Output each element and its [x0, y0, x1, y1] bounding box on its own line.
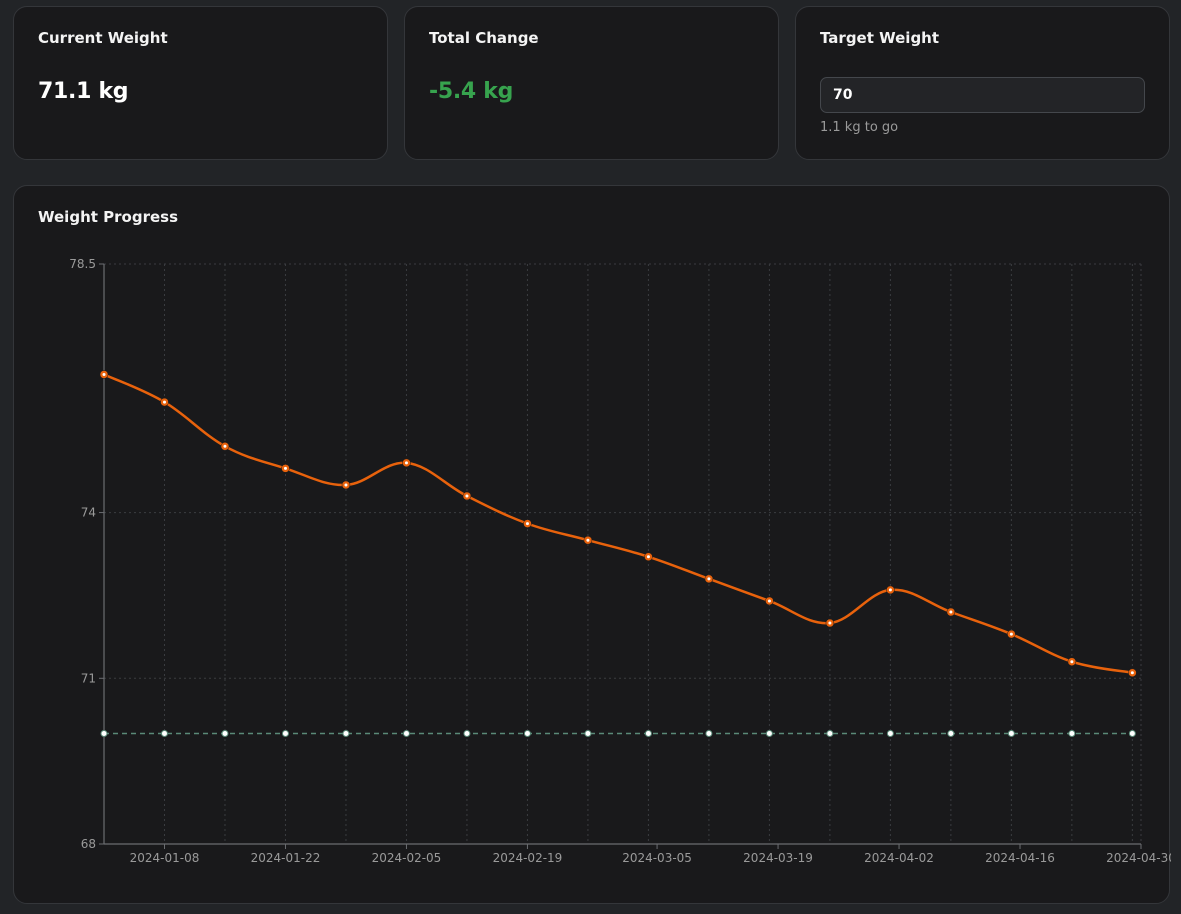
target-series-point [705, 730, 713, 738]
weight-series-line [102, 373, 1134, 675]
target-series-point [1068, 730, 1076, 738]
x-tick-label: 2024-03-05 [622, 851, 692, 865]
y-tick-label: 71 [81, 671, 96, 685]
target-series-point [644, 730, 652, 738]
weight-series-point-center [707, 577, 711, 581]
weight-series-point-center [404, 461, 408, 465]
weight-series-point-center [223, 444, 227, 448]
current-weight-card: Current Weight 71.1 kg [13, 6, 388, 160]
target-series-point [826, 730, 834, 738]
x-tick-label: 2024-02-05 [372, 851, 442, 865]
weight-series-point-center [1070, 660, 1074, 664]
target-series-point [281, 730, 289, 738]
total-change-title: Total Change [429, 29, 539, 47]
target-weight-title: Target Weight [820, 29, 940, 47]
target-series-point [160, 730, 168, 738]
target-series-point [463, 730, 471, 738]
weight-series-point-center [646, 555, 650, 559]
target-series-point [100, 730, 108, 738]
target-series-point [221, 730, 229, 738]
weight-series-point-center [949, 610, 953, 614]
target-series-point [1007, 730, 1015, 738]
chart-grid [104, 263, 1142, 844]
target-series-point [584, 730, 592, 738]
total-change-card: Total Change -5.4 kg [404, 6, 779, 160]
x-tick-label: 2024-04-30 [1106, 851, 1171, 865]
x-tick-label: 2024-01-08 [130, 851, 200, 865]
x-tick-label: 2024-02-19 [493, 851, 563, 865]
weight-series-point-center [283, 466, 287, 470]
weight-series-point-center [525, 522, 529, 526]
chart-series [99, 370, 1137, 738]
weight-series-point-center [1009, 632, 1013, 636]
chart-title: Weight Progress [38, 208, 178, 226]
target-series-point [342, 730, 350, 738]
current-weight-value: 71.1 kg [38, 79, 129, 104]
target-series-point [1128, 730, 1136, 738]
target-series-point [523, 730, 531, 738]
weight-series-point-center [465, 494, 469, 498]
weight-series-point-center [586, 538, 590, 542]
target-series-point [947, 730, 955, 738]
weight-progress-panel: Weight Progress 68 71 74 78.5 2024-01-08 2024… [13, 185, 1171, 904]
target-series-point [765, 730, 773, 738]
x-tick-label: 2024-01-22 [251, 851, 321, 865]
weight-series-point-center [344, 483, 348, 487]
weight-series-point-center [767, 599, 771, 603]
y-tick-label: 78.5 [69, 257, 96, 271]
y-tick-label: 68 [81, 837, 96, 851]
x-tick-label: 2024-04-02 [864, 851, 934, 865]
current-weight-title: Current Weight [38, 29, 168, 47]
x-tick-label: 2024-04-16 [985, 851, 1055, 865]
weight-series-point-center [1130, 671, 1134, 675]
total-change-value: -5.4 kg [429, 79, 514, 104]
chart-axes: 68 71 74 78.5 2024-01-08 2024-01-22 2024-02-05… [69, 257, 1171, 865]
weight-series-point-center [102, 372, 106, 376]
target-series-point [886, 730, 894, 738]
target-weight-card: Target Weight 1.1 kg to go [795, 6, 1170, 160]
weight-series-point-center [828, 621, 832, 625]
weight-series-point-center [888, 588, 892, 592]
x-tick-label: 2024-03-19 [743, 851, 813, 865]
weight-series-point-center [162, 400, 166, 404]
weight-chart: 68 71 74 78.5 2024-01-08 2024-01-22 2024-02-05… [69, 257, 1171, 865]
target-weight-hint: 1.1 kg to go [820, 120, 899, 135]
target-weight-input[interactable] [820, 77, 1145, 113]
target-series-point [402, 730, 410, 738]
y-tick-label: 74 [81, 506, 96, 520]
